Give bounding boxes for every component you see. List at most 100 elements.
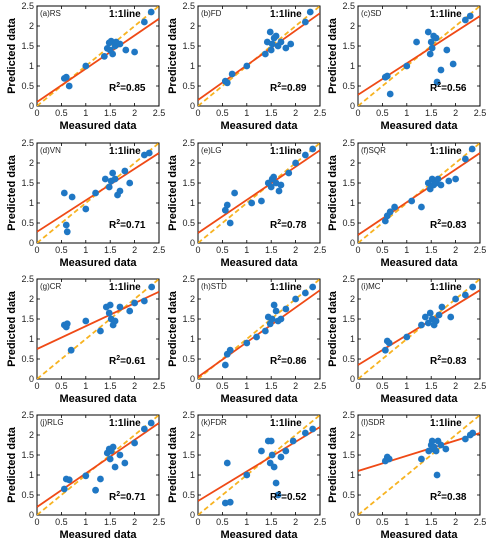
data-point xyxy=(268,451,276,459)
x-tick-label: 1.5 xyxy=(104,108,117,118)
data-point xyxy=(274,491,282,499)
x-tick-label: 1.5 xyxy=(104,381,117,391)
identity-legend-label: 1:1line xyxy=(430,9,462,20)
data-point xyxy=(442,445,450,453)
data-point xyxy=(301,429,309,437)
data-point xyxy=(116,303,124,311)
y-tick-label: 0.5 xyxy=(342,218,355,228)
y-tick-label: 0 xyxy=(29,238,34,248)
data-point xyxy=(116,187,124,195)
y-axis-label: Predicted data xyxy=(6,290,18,367)
x-tick-label: 2.5 xyxy=(153,245,166,255)
identity-legend-label: 1:1line xyxy=(109,9,141,20)
data-point xyxy=(447,313,455,321)
x-tick-label: 2.5 xyxy=(314,517,327,527)
x-axis-label: Measured data xyxy=(220,393,298,405)
identity-legend-label: 1:1line xyxy=(109,418,141,429)
data-point xyxy=(421,313,429,321)
y-tick-label: 2 xyxy=(29,294,34,304)
y-axis-label: Predicted data xyxy=(6,17,18,94)
x-tick-label: 2.5 xyxy=(314,245,327,255)
x-tick-label: 0.5 xyxy=(216,517,229,527)
y-tick-label: 1.5 xyxy=(182,314,195,324)
y-tick-label: 0.5 xyxy=(21,218,34,228)
x-tick-label: 2 xyxy=(453,245,458,255)
y-tick-label: 1 xyxy=(29,198,34,208)
x-tick-label: 0 xyxy=(34,517,39,527)
y-tick-label: 0 xyxy=(190,374,195,384)
identity-line xyxy=(198,143,320,243)
data-point xyxy=(285,169,293,177)
panel-6: 0 0.5 1 1.5 2 2.5 0 0.5 1 1.5 2 2.5 Measured data Pre… xyxy=(327,138,486,269)
y-tick-label: 0.5 xyxy=(21,490,34,500)
x-tick-label: 0.5 xyxy=(216,245,229,255)
x-tick-label: 1.5 xyxy=(265,245,278,255)
data-point xyxy=(427,38,435,46)
identity-line xyxy=(37,143,159,243)
y-axis-label: Predicted data xyxy=(327,290,339,367)
panel-label: (l)SDR xyxy=(361,418,385,427)
data-point xyxy=(226,498,234,506)
x-tick-label: 0.5 xyxy=(376,108,389,118)
y-tick-label: 2.5 xyxy=(182,274,195,284)
identity-legend-label: 1:1line xyxy=(430,146,462,157)
data-point xyxy=(418,455,425,463)
data-point xyxy=(131,48,139,56)
data-point xyxy=(381,217,389,225)
y-tick-label: 2.5 xyxy=(182,1,195,11)
identity-line xyxy=(358,143,480,243)
data-point xyxy=(418,203,425,211)
panel-5: 0 0.5 1 1.5 2 2.5 0 0.5 1 1.5 2 2.5 Measured data Pre… xyxy=(167,138,326,269)
data-point xyxy=(243,339,251,347)
identity-line xyxy=(198,6,320,106)
y-tick-label: 2.5 xyxy=(182,410,195,420)
y-tick-label: 0 xyxy=(350,238,355,248)
data-point xyxy=(466,12,474,20)
x-tick-label: 1.5 xyxy=(104,245,117,255)
data-point xyxy=(223,459,231,467)
y-tick-label: 2 xyxy=(350,158,355,168)
panel-4: 0 0.5 1 1.5 2 2.5 0 0.5 1 1.5 2 2.5 Measured data Pre… xyxy=(6,138,165,269)
data-point xyxy=(443,46,451,54)
y-tick-label: 2.5 xyxy=(21,410,34,420)
x-tick-label: 0.5 xyxy=(376,381,389,391)
identity-legend-label: 1:1line xyxy=(430,418,462,429)
x-tick-label: 2 xyxy=(132,245,137,255)
panel-7: 0 0.5 1 1.5 2 2.5 0 0.5 1 1.5 2 2.5 Measured data Pre… xyxy=(6,274,165,405)
data-point xyxy=(258,447,265,455)
data-point xyxy=(435,311,443,319)
data-point xyxy=(306,8,314,16)
data-point xyxy=(432,34,440,42)
y-tick-label: 0.5 xyxy=(182,490,195,500)
panel-11: 0 0.5 1 1.5 2 2.5 0 0.5 1 1.5 2 2.5 Measured data Pre… xyxy=(167,410,326,541)
x-tick-label: 0.5 xyxy=(55,381,68,391)
x-tick-label: 2 xyxy=(453,381,458,391)
data-point xyxy=(437,181,445,189)
x-tick-label: 1.5 xyxy=(425,108,438,118)
x-tick-label: 2 xyxy=(293,517,298,527)
y-axis-label: Predicted data xyxy=(327,17,339,94)
data-point xyxy=(445,177,453,185)
y-axis-label: Predicted data xyxy=(167,290,179,367)
y-axis-label: Predicted data xyxy=(6,426,18,503)
data-point xyxy=(111,175,119,183)
x-tick-label: 1 xyxy=(404,108,409,118)
data-point xyxy=(426,50,434,58)
fit-line xyxy=(358,152,480,236)
data-point xyxy=(97,475,104,483)
y-tick-label: 0.5 xyxy=(342,354,355,364)
data-point xyxy=(267,46,275,54)
data-point xyxy=(122,46,130,54)
data-point xyxy=(385,455,393,463)
data-point xyxy=(289,437,297,445)
data-point xyxy=(292,159,299,167)
data-point xyxy=(92,189,99,197)
y-axis-label: Predicted data xyxy=(6,154,18,231)
data-point xyxy=(438,303,446,311)
y-tick-label: 0 xyxy=(350,374,355,384)
data-point xyxy=(272,307,280,315)
y-tick-label: 1.5 xyxy=(342,178,355,188)
identity-line xyxy=(358,415,480,515)
data-point xyxy=(272,479,280,487)
identity-legend-label: 1:1line xyxy=(270,282,302,293)
